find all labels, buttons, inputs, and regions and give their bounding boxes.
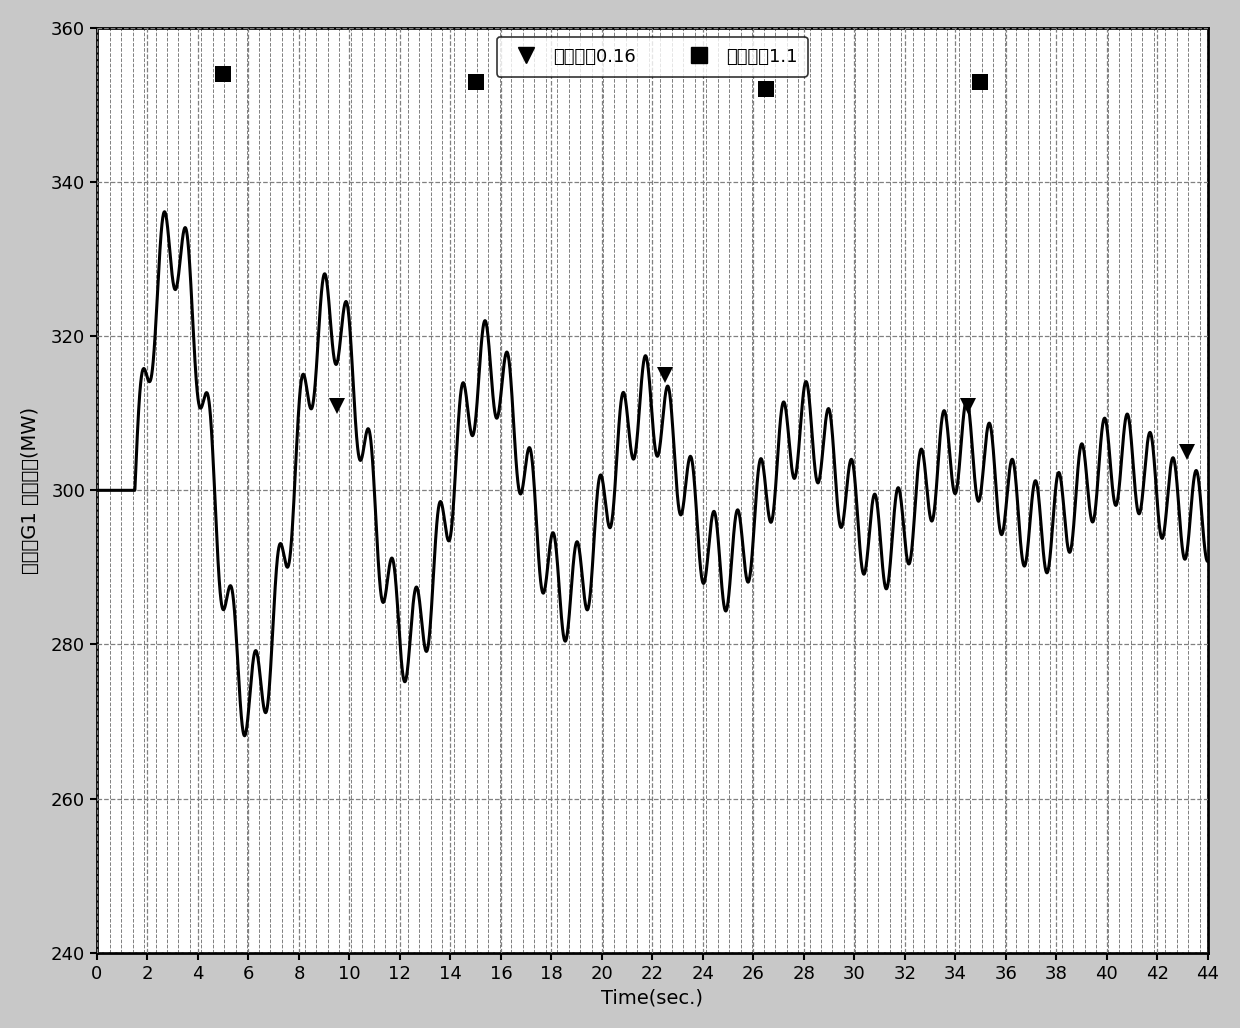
X-axis label: Time(sec.): Time(sec.) [601,988,703,1007]
Y-axis label: 渝白鹤G1 电磁功率(MW): 渝白鹤G1 电磁功率(MW) [21,407,40,574]
Legend: 扝动频率0.16, 扝动频率1.1: 扝动频率0.16, 扝动频率1.1 [497,37,808,76]
